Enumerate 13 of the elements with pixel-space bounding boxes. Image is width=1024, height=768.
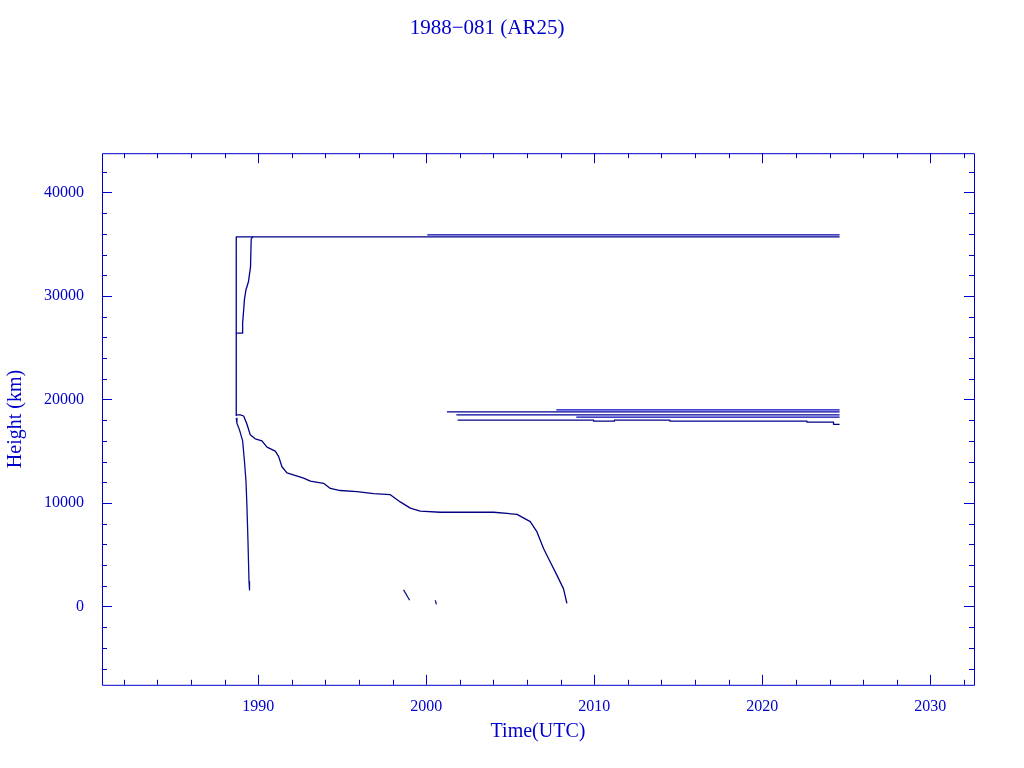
y-tick-label: 20000: [44, 389, 84, 407]
x-tick-label: 2020: [746, 696, 779, 714]
x-tick-label: 2010: [578, 696, 611, 714]
y-tick-label: 30000: [44, 286, 84, 304]
y-tick-label: 40000: [44, 182, 84, 200]
y-tick-label: 10000: [44, 493, 84, 511]
x-axis-title: Time(UTC): [490, 719, 586, 743]
y-axis-title: Height (km): [3, 369, 27, 469]
x-tick-label: 2030: [914, 696, 947, 714]
chart-title: 1988−081 (AR25): [409, 15, 565, 40]
x-tick-label: 1990: [242, 696, 275, 714]
y-tick-label: 0: [76, 596, 84, 614]
x-tick-label: 2000: [410, 696, 443, 714]
